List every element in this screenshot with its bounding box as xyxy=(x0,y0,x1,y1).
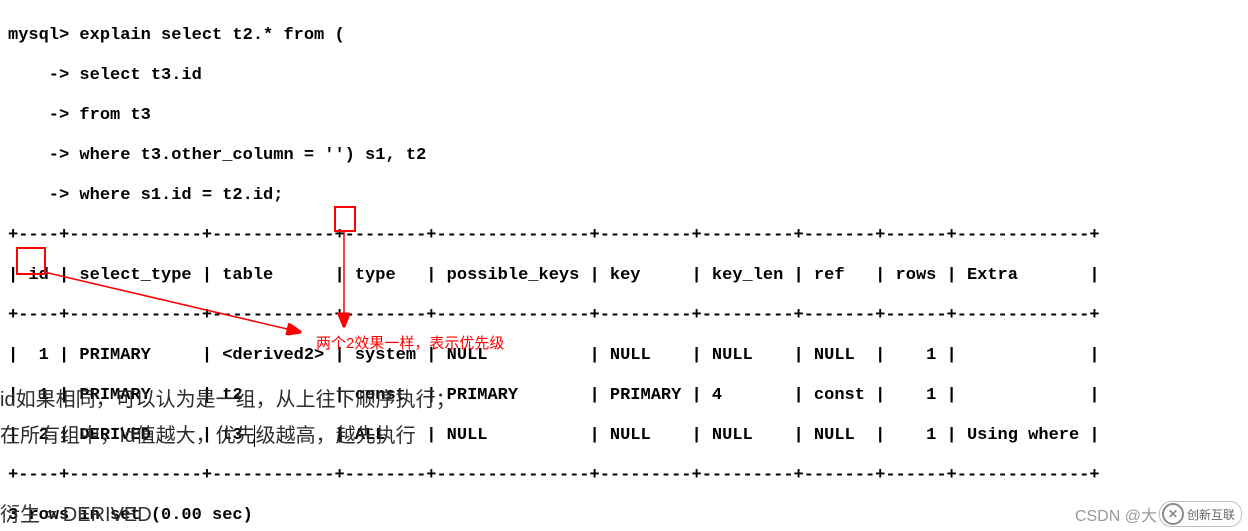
table-header: | id | select_type | table | type | poss… xyxy=(8,266,1240,286)
text-cursor xyxy=(254,425,255,447)
query-line-5: -> where s1.id = t2.id; xyxy=(8,186,1240,206)
query-line-1: mysql> explain select t2.* from ( xyxy=(8,26,1240,46)
table-sep-mid: +----+-------------+------------+-------… xyxy=(8,306,1240,326)
derived-equation: 衍生 = DERIVED xyxy=(0,498,152,527)
query-line-2: -> select t3.id xyxy=(8,66,1240,86)
table-sep-top: +----+-------------+------------+-------… xyxy=(8,226,1240,246)
explain-line-2: 在所有组中，id值越大，优先级越高，越先执行 xyxy=(0,418,456,454)
logo-badge: ✕ 创新互联 xyxy=(1159,501,1242,527)
explain-line-1: id如果相同，可以认为是一组，从上往下顺序执行； xyxy=(0,382,456,418)
csdn-text: CSDN @大 xyxy=(1075,502,1157,526)
explanation-block: id如果相同，可以认为是一组，从上往下顺序执行；在所有组中，id值越大，优先级越… xyxy=(0,382,456,454)
query-line-4: -> where t3.other_column = '') s1, t2 xyxy=(8,146,1240,166)
result-footer: 3 rows in set (0.00 sec) xyxy=(8,506,1240,526)
highlight-box-id-2 xyxy=(16,247,46,275)
logo-text: 创新互联 xyxy=(1187,506,1235,523)
table-sep-bot: +----+-------------+------------+-------… xyxy=(8,466,1240,486)
logo-icon: ✕ xyxy=(1162,503,1184,525)
table-row-1: | 1 | PRIMARY | <derived2> | system | NU… xyxy=(8,346,1240,366)
watermark: CSDN @大 ✕ 创新互联 xyxy=(1075,501,1242,527)
annotation-text: 两个2效果一样，表示优先级 xyxy=(316,332,504,353)
highlight-box-derived-2 xyxy=(334,206,356,232)
query-line-3: -> from t3 xyxy=(8,106,1240,126)
